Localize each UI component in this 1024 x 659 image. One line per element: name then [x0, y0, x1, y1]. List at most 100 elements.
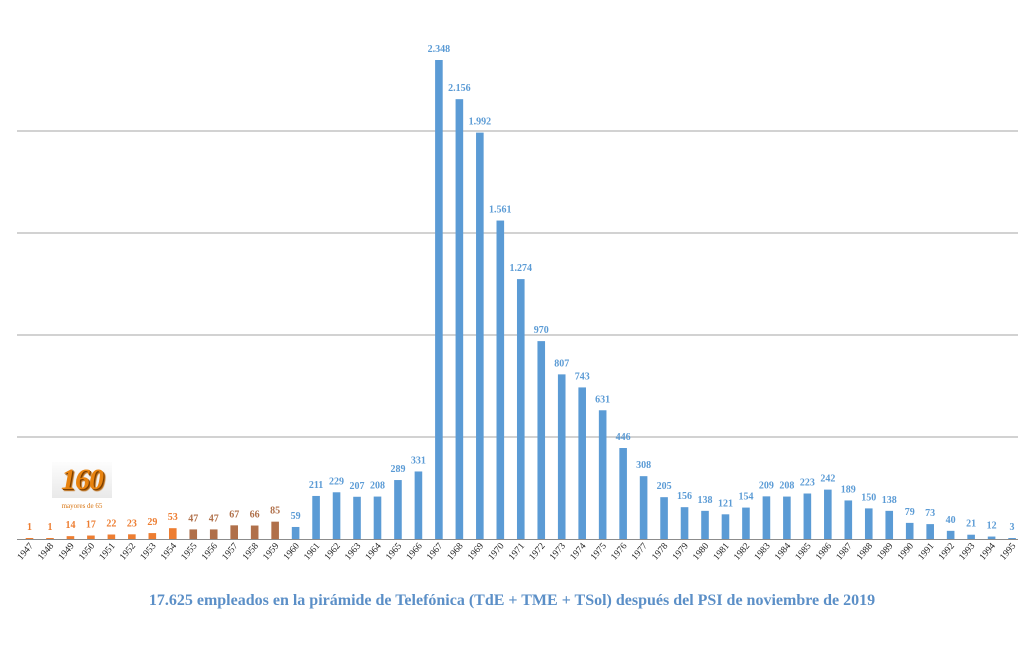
tick-label-1982: 1982	[732, 541, 752, 562]
bar-1960	[291, 526, 300, 539]
bar-1980	[701, 510, 709, 539]
tick-label-1995: 1995	[998, 541, 1018, 562]
tick-label-1972: 1972	[528, 541, 548, 562]
value-label-1986: 242	[820, 474, 835, 485]
bar-1969	[476, 132, 484, 539]
bar-1985	[803, 493, 812, 539]
bar-1981	[721, 514, 730, 539]
value-label-1965: 289	[390, 464, 405, 475]
bar-1972	[537, 341, 546, 539]
bar-1991	[926, 524, 934, 539]
tick-label-1968: 1968	[446, 541, 466, 562]
value-label-1967: 2.348	[428, 44, 451, 55]
value-label-1973: 807	[554, 358, 569, 369]
tick-label-1994: 1994	[978, 541, 998, 562]
value-label-1966: 331	[411, 455, 426, 466]
bar-1959	[271, 521, 279, 539]
bar-1995	[1008, 538, 1016, 539]
bar-1961	[312, 495, 320, 539]
tick-label-1958: 1958	[241, 541, 261, 562]
value-label-1981: 121	[718, 498, 733, 509]
tick-label-1989: 1989	[876, 541, 896, 562]
bar-1986	[824, 489, 832, 539]
bar-1971	[516, 279, 525, 539]
value-label-1968: 2.156	[448, 83, 471, 94]
value-label-1955: 47	[188, 513, 198, 524]
value-label-1989: 138	[882, 495, 897, 506]
bar-1992	[946, 530, 955, 539]
tick-label-1985: 1985	[794, 541, 814, 562]
gridlines	[17, 130, 1018, 540]
value-label-1954: 53	[168, 512, 178, 523]
value-label-1971: 1.274	[510, 263, 533, 274]
bar-1974	[578, 387, 586, 539]
value-label-1979: 156	[677, 491, 692, 502]
bar-1950	[87, 535, 95, 539]
value-label-1987: 189	[841, 484, 856, 495]
bar-1953	[148, 533, 157, 539]
value-label-1963: 207	[350, 481, 365, 492]
value-label-1977: 308	[636, 460, 651, 471]
tick-label-1975: 1975	[589, 541, 609, 562]
value-label-1956: 47	[209, 513, 219, 524]
value-label-1982: 154	[738, 492, 753, 503]
tick-label-1966: 1966	[405, 541, 425, 562]
tick-label-1965: 1965	[384, 541, 404, 562]
tick-label-1961: 1961	[303, 541, 323, 562]
value-label-1984: 208	[779, 481, 794, 492]
bar-1977	[639, 476, 648, 539]
over-65-badge: 160 mayores de 65	[52, 462, 112, 512]
tick-label-1976: 1976	[610, 541, 630, 562]
bar-1973	[557, 374, 566, 539]
value-label-1990: 79	[905, 507, 915, 518]
value-label-1947: 1	[27, 522, 32, 533]
value-label-1970: 1.561	[489, 205, 512, 216]
bar-1993	[967, 534, 975, 539]
badge-number: 160	[52, 462, 112, 498]
bar-1952	[128, 534, 136, 539]
value-label-1980: 138	[698, 495, 713, 506]
value-label-1983: 209	[759, 480, 774, 491]
bar-1955	[189, 529, 198, 539]
bar-1964	[373, 496, 382, 539]
tick-label-1950: 1950	[77, 541, 97, 562]
bar-1947	[25, 538, 34, 539]
tick-label-1954: 1954	[159, 541, 179, 562]
bar-1987	[844, 500, 853, 539]
value-label-1962: 229	[329, 476, 344, 487]
bar-1956	[209, 529, 218, 539]
value-label-1953: 29	[147, 517, 157, 528]
value-label-1985: 223	[800, 478, 815, 489]
value-label-1961: 211	[309, 480, 323, 491]
tick-label-1974: 1974	[569, 541, 589, 562]
bar-1983	[762, 496, 771, 539]
bar-1962	[332, 492, 341, 539]
bar-1951	[107, 534, 116, 539]
bar-1948	[46, 538, 54, 539]
bar-1976	[619, 448, 627, 539]
tick-label-1983: 1983	[753, 541, 773, 562]
bar-1975	[598, 410, 607, 539]
bars	[25, 60, 1016, 540]
bar-1968	[455, 99, 464, 540]
tick-label-1986: 1986	[814, 541, 834, 562]
tick-label-1979: 1979	[671, 541, 691, 562]
tick-label-1984: 1984	[773, 541, 793, 562]
badge-caption: mayores de 65	[61, 502, 103, 510]
value-label-1950: 17	[86, 520, 96, 531]
tick-label-1971: 1971	[507, 541, 527, 562]
value-label-1969: 1.992	[469, 117, 492, 128]
x-tick-labels: 1947 1948 1949 1950 1951 1952 1953 1954 1955 1956…	[16, 541, 1019, 562]
value-label-1948: 1	[47, 522, 52, 533]
value-label-1993: 21	[966, 519, 976, 530]
bar-1979	[680, 507, 689, 539]
tick-label-1956: 1956	[200, 541, 220, 562]
tick-label-1987: 1987	[835, 541, 855, 562]
value-label-1959: 85	[270, 506, 280, 517]
tick-label-1993: 1993	[958, 541, 978, 562]
value-label-1951: 22	[106, 519, 116, 530]
chart-title: 17.625 empleados en la pirámide de Telef…	[148, 592, 876, 609]
value-label-1991: 73	[925, 508, 935, 519]
bar-1963	[353, 496, 361, 539]
